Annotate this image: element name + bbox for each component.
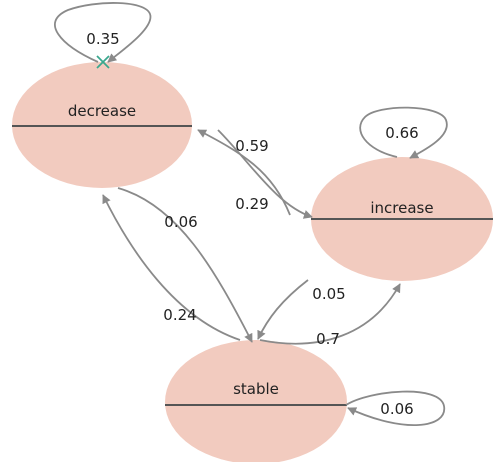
edge-increase-to-increase bbox=[359, 106, 448, 159]
state-increase-label: increase bbox=[370, 199, 433, 217]
state-increase[interactable]: increase bbox=[311, 157, 493, 281]
edge-stable-to-stable bbox=[345, 390, 445, 426]
edge-increase-to-stable bbox=[257, 279, 309, 340]
label-decrease-to-increase: 0.59 bbox=[235, 137, 268, 155]
edge-decrease-to-stable bbox=[117, 187, 253, 343]
state-decrease[interactable]: decrease bbox=[12, 62, 192, 188]
label-increase-to-decrease: 0.29 bbox=[235, 195, 268, 213]
label-increase-to-increase: 0.66 bbox=[385, 124, 418, 142]
state-stable-label: stable bbox=[233, 380, 279, 398]
state-stable-ellipse bbox=[165, 340, 347, 462]
label-stable-to-increase: 0.7 bbox=[316, 330, 340, 348]
label-stable-to-decrease: 0.24 bbox=[163, 306, 196, 324]
label-increase-to-stable: 0.05 bbox=[312, 285, 345, 303]
edge-decrease-to-decrease bbox=[54, 2, 152, 63]
label-decrease-to-stable: 0.06 bbox=[164, 213, 197, 231]
edge-increase-to-decrease bbox=[217, 129, 313, 219]
cross-marker-icon bbox=[96, 55, 110, 69]
state-decrease-label: decrease bbox=[68, 102, 136, 120]
label-stable-to-stable: 0.06 bbox=[380, 400, 413, 418]
label-decrease-to-decrease: 0.35 bbox=[86, 30, 119, 48]
edge-stable-to-decrease bbox=[102, 194, 241, 341]
edge-stable-to-increase bbox=[259, 283, 401, 345]
state-stable[interactable]: stable bbox=[165, 340, 347, 462]
